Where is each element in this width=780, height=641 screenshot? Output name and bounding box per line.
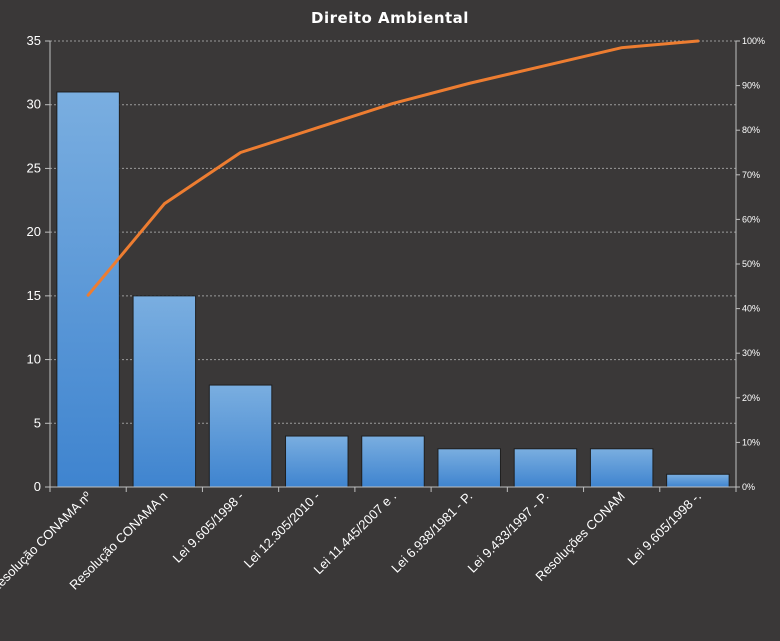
bar	[56, 91, 120, 488]
y2-tick-label: 50%	[742, 259, 760, 269]
x-tick-label: Lei 11.445/2007 e .	[310, 489, 399, 578]
cumulative-point	[544, 65, 546, 67]
y-tick-label: 0	[34, 479, 41, 494]
y2-tick-label: 10%	[742, 437, 760, 447]
y2-tick-label: 20%	[742, 393, 760, 403]
y2-tick-label: 70%	[742, 170, 760, 180]
bar	[437, 448, 501, 488]
x-tick-label: Lei 9.605/1998 -	[170, 489, 247, 566]
y-tick-label: 15	[27, 288, 41, 303]
y-tick-label: 20	[27, 224, 41, 239]
bar	[361, 435, 425, 488]
bars	[56, 91, 730, 488]
y2-tick-label: 60%	[742, 214, 760, 224]
y-tick-label: 5	[34, 415, 41, 430]
x-tick-label: Lei 9.433/1997 - P.	[464, 489, 551, 576]
cumulative-point	[697, 40, 699, 42]
chart-title: Direito Ambiental	[311, 9, 469, 27]
y-tick-label: 30	[27, 97, 41, 112]
x-tick-label: Lei 12.305/2010 -	[241, 489, 323, 571]
cumulative-point	[240, 152, 242, 153]
x-tick-label: Lei 9.605/1998 -.	[624, 489, 704, 569]
cumulative-point	[392, 102, 394, 104]
y2-tick-label: 30%	[742, 348, 760, 358]
bar	[208, 384, 273, 488]
cumulative-point	[87, 294, 89, 296]
bar	[132, 295, 197, 488]
y2-tick-label: 0%	[742, 482, 755, 492]
bar	[589, 448, 654, 488]
axes	[45, 40, 740, 492]
x-tick-label: Lei 6.938/1981 - P.	[388, 489, 475, 576]
y2-tick-label: 40%	[742, 304, 760, 314]
bar	[513, 448, 578, 488]
y2-tick-label: 80%	[742, 125, 760, 135]
cumulative-line	[86, 39, 700, 297]
bar	[666, 473, 730, 488]
y-tick-label: 35	[27, 33, 41, 48]
bar	[285, 435, 349, 488]
cumulative-point	[316, 127, 318, 129]
cumulative-point	[163, 203, 165, 205]
cumulative-point	[621, 47, 623, 49]
y2-tick-label: 90%	[742, 81, 760, 91]
cumulative-point	[468, 82, 470, 84]
y-tick-label: 25	[27, 160, 41, 175]
y2-tick-label: 100%	[742, 36, 765, 46]
y-tick-label: 10	[27, 352, 41, 367]
